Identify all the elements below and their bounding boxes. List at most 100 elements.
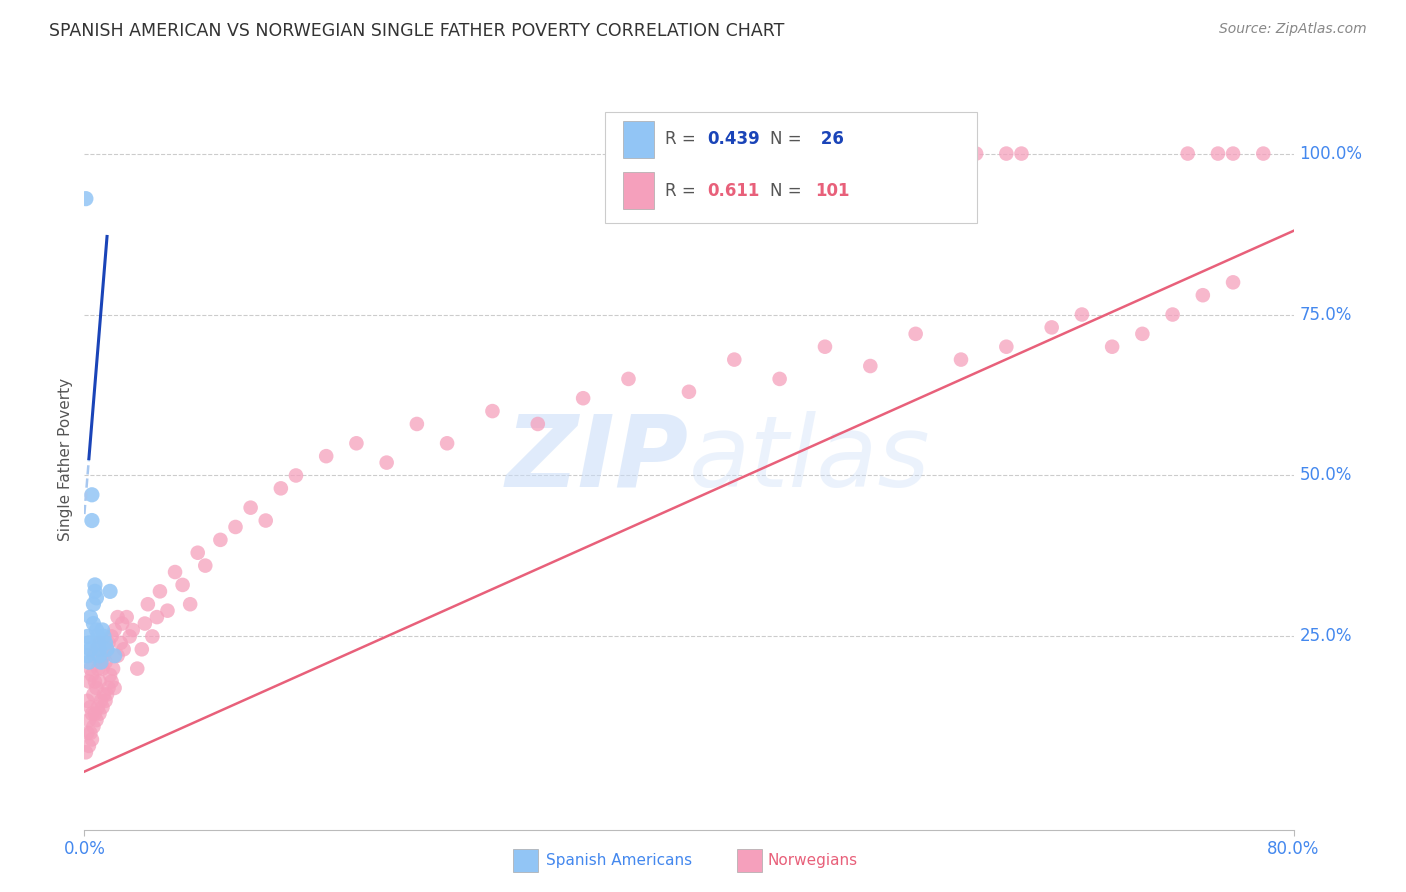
Point — [97, 636, 120, 650]
Point — [995, 146, 1018, 161]
Point — [87, 629, 110, 643]
Point — [98, 668, 121, 682]
Point — [270, 481, 292, 495]
Text: ZIP: ZIP — [506, 411, 689, 508]
Point — [77, 739, 100, 753]
Point — [82, 616, 104, 631]
Point — [100, 674, 122, 689]
Point — [104, 681, 127, 695]
Point — [572, 391, 595, 405]
Point — [89, 674, 111, 689]
Point — [100, 629, 122, 643]
Text: 26: 26 — [815, 130, 845, 148]
Point — [346, 436, 368, 450]
Point — [239, 500, 262, 515]
Point — [107, 648, 129, 663]
Point — [79, 700, 101, 714]
Point — [1101, 340, 1123, 354]
Point — [1011, 146, 1033, 161]
Point — [86, 623, 108, 637]
Point — [87, 636, 110, 650]
Point — [79, 610, 101, 624]
Point — [104, 623, 127, 637]
Point — [375, 456, 398, 470]
Point — [96, 687, 118, 701]
Point — [84, 578, 107, 592]
Text: Spanish Americans: Spanish Americans — [546, 854, 692, 868]
Point — [131, 642, 153, 657]
Point — [950, 352, 973, 367]
Point — [91, 623, 114, 637]
Point — [89, 706, 111, 721]
Point — [86, 591, 108, 605]
Point — [90, 655, 112, 669]
Point — [86, 681, 108, 695]
Point — [96, 642, 118, 657]
Point — [146, 610, 169, 624]
Text: 101: 101 — [815, 182, 851, 200]
Point — [156, 604, 179, 618]
Point — [617, 372, 640, 386]
Text: 50.0%: 50.0% — [1299, 467, 1353, 484]
Point — [1040, 320, 1063, 334]
Point — [77, 674, 100, 689]
Point — [127, 662, 149, 676]
Point — [94, 636, 117, 650]
Point — [84, 584, 107, 599]
Point — [149, 584, 172, 599]
Point — [165, 565, 187, 579]
Point — [80, 488, 103, 502]
Text: 0.439: 0.439 — [707, 130, 761, 148]
Point — [209, 533, 232, 547]
Point — [527, 417, 550, 431]
Point — [87, 662, 110, 676]
Point — [91, 700, 114, 714]
Text: R =: R = — [665, 130, 702, 148]
Point — [82, 597, 104, 611]
Point — [194, 558, 217, 573]
Text: 75.0%: 75.0% — [1299, 306, 1353, 324]
Point — [285, 468, 308, 483]
Point — [77, 655, 100, 669]
Point — [1161, 308, 1184, 322]
Point — [115, 610, 138, 624]
Point — [94, 655, 117, 669]
Point — [80, 732, 103, 747]
Point — [90, 694, 112, 708]
Point — [678, 384, 700, 399]
Point — [76, 726, 98, 740]
Point — [89, 648, 111, 663]
Point — [904, 326, 927, 341]
Point — [94, 694, 117, 708]
Point — [89, 636, 111, 650]
Point — [814, 340, 837, 354]
Point — [93, 648, 115, 663]
Point — [1192, 288, 1215, 302]
Point — [1222, 146, 1244, 161]
Point — [84, 706, 107, 721]
Point — [80, 706, 103, 721]
Text: 100.0%: 100.0% — [1299, 145, 1362, 162]
Text: 25.0%: 25.0% — [1299, 627, 1353, 646]
Point — [965, 146, 987, 161]
Point — [187, 546, 209, 560]
Text: R =: R = — [665, 182, 706, 200]
Point — [225, 520, 247, 534]
Point — [111, 616, 134, 631]
Point — [406, 417, 429, 431]
Point — [254, 514, 277, 528]
Point — [179, 597, 201, 611]
Point — [481, 404, 503, 418]
Point — [1130, 326, 1153, 341]
Point — [1071, 308, 1094, 322]
Point — [104, 648, 127, 663]
Point — [79, 726, 101, 740]
Point — [93, 629, 115, 643]
Text: atlas: atlas — [689, 411, 931, 508]
Point — [86, 642, 108, 657]
Point — [91, 662, 114, 676]
Point — [769, 372, 792, 386]
Point — [87, 700, 110, 714]
Text: 0.611: 0.611 — [707, 182, 759, 200]
Point — [89, 642, 111, 657]
